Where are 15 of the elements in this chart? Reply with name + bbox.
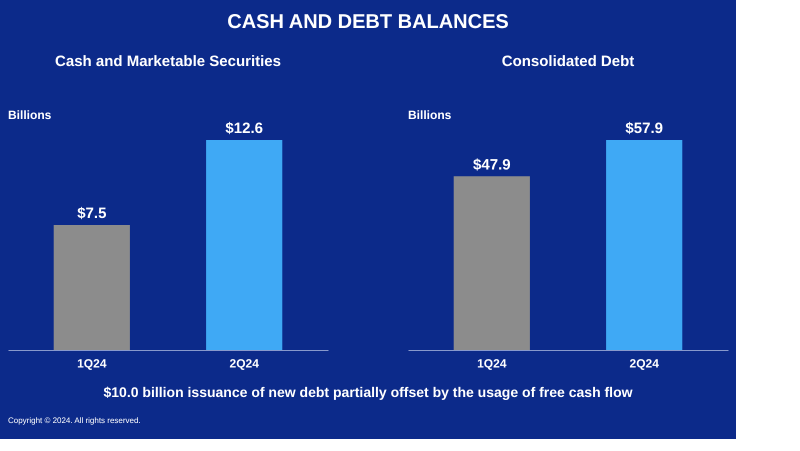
- data-label: $7.5: [77, 205, 106, 222]
- x-tick-label: 1Q24: [477, 356, 507, 370]
- text: CASH AND DEBT BALANCES: [227, 11, 509, 33]
- text: Copyright © 2024. All rights reserved.: [8, 416, 141, 425]
- data-label: $12.6: [225, 120, 263, 137]
- y-axis-title: Billions: [8, 108, 52, 122]
- y-axis-title: Billions: [408, 108, 452, 122]
- text: $10.0 billion issuance of new debt partially offset by the usage of free cash flow: [103, 384, 633, 400]
- x-tick-label: 2Q24: [630, 356, 660, 370]
- chart-title: Cash and Marketable Securities: [55, 53, 281, 70]
- chart-title: Consolidated Debt: [502, 53, 634, 70]
- x-tick-label: 2Q24: [230, 356, 260, 370]
- x-tick-label: 1Q24: [77, 356, 107, 370]
- data-label: $57.9: [625, 120, 663, 137]
- data-label: $47.9: [473, 156, 511, 174]
